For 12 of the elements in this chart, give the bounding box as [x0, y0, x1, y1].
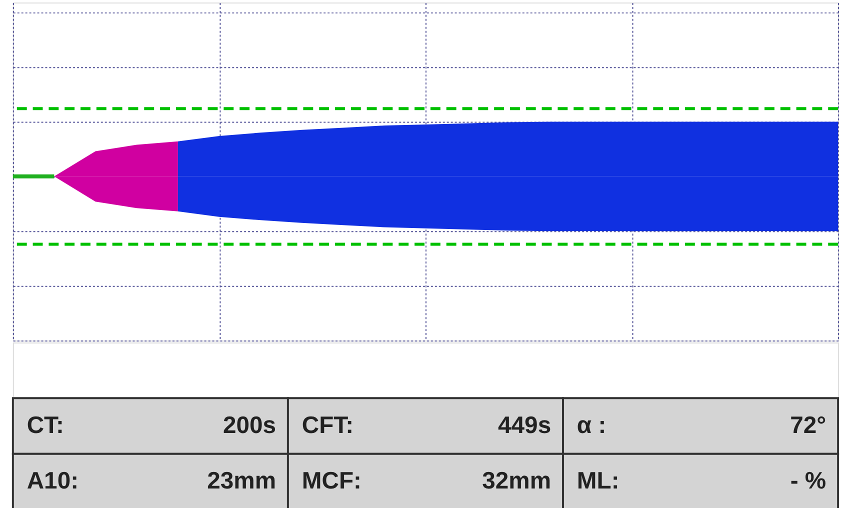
- text: 23mm: [207, 468, 276, 495]
- text: 72°: [790, 412, 826, 439]
- text: CFT:: [302, 412, 354, 439]
- text: - %: [790, 468, 826, 495]
- text: MCF:: [302, 468, 362, 495]
- text: α :: [576, 412, 606, 439]
- text: 200s: [222, 412, 276, 439]
- text: 32mm: [482, 468, 552, 495]
- text: A10:: [26, 468, 79, 495]
- text: ML:: [576, 468, 620, 495]
- text: CT:: [26, 412, 64, 439]
- text: 449s: [498, 412, 552, 439]
